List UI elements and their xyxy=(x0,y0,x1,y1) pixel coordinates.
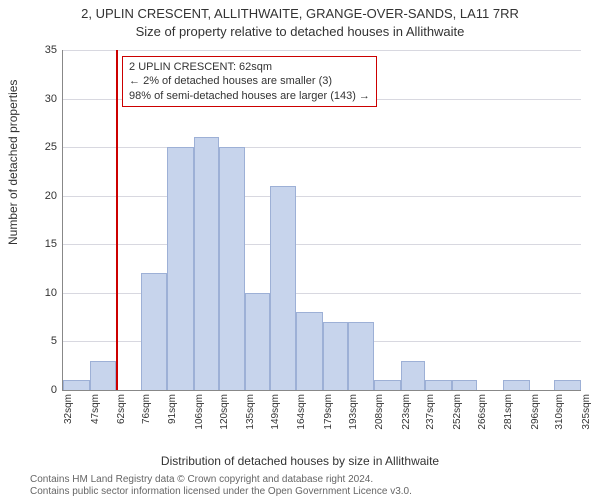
chart-title-line1: 2, UPLIN CRESCENT, ALLITHWAITE, GRANGE-O… xyxy=(0,6,600,21)
histogram-bar xyxy=(194,137,219,390)
annotation-line: ← 2% of detached houses are smaller (3) xyxy=(129,74,370,88)
x-tick-label: 164sqm xyxy=(296,394,307,430)
property-marker-line xyxy=(116,50,118,390)
x-tick-label: 252sqm xyxy=(452,394,463,430)
annotation-line: 2 UPLIN CRESCENT: 62sqm xyxy=(129,60,370,74)
histogram-bar xyxy=(503,380,530,390)
x-axis-label: Distribution of detached houses by size … xyxy=(0,454,600,468)
chart-footer: Contains HM Land Registry data © Crown c… xyxy=(30,474,412,498)
x-tick-label: 179sqm xyxy=(323,394,334,430)
gridline xyxy=(63,147,581,148)
x-tick-label: 91sqm xyxy=(167,394,178,424)
histogram-bar xyxy=(270,186,297,390)
x-tick-label: 106sqm xyxy=(194,394,205,430)
histogram-bar xyxy=(425,380,452,390)
gridline xyxy=(63,50,581,51)
y-tick-label: 15 xyxy=(45,238,57,250)
histogram-bar xyxy=(401,361,426,390)
x-tick-label: 266sqm xyxy=(477,394,488,430)
x-tick-label: 120sqm xyxy=(219,394,230,430)
histogram-bar xyxy=(141,273,168,390)
property-annotation-box: 2 UPLIN CRESCENT: 62sqm← 2% of detached … xyxy=(122,56,377,107)
histogram-bar xyxy=(90,361,117,390)
histogram-bar xyxy=(452,380,477,390)
y-axis-label: Number of detached properties xyxy=(6,80,20,245)
x-tick-label: 237sqm xyxy=(425,394,436,430)
histogram-bar xyxy=(245,293,270,390)
gridline xyxy=(63,244,581,245)
histogram-bar xyxy=(296,312,323,390)
footer-line2: Contains public sector information licen… xyxy=(30,486,412,498)
histogram-bar xyxy=(219,147,246,390)
x-tick-label: 296sqm xyxy=(530,394,541,430)
histogram-bar xyxy=(323,322,348,390)
histogram-bar xyxy=(554,380,581,390)
x-tick-label: 223sqm xyxy=(401,394,412,430)
x-tick-label: 149sqm xyxy=(270,394,281,430)
x-tick-label: 193sqm xyxy=(348,394,359,430)
histogram-bar xyxy=(63,380,90,390)
y-tick-label: 0 xyxy=(51,384,57,396)
y-tick-label: 35 xyxy=(45,44,57,56)
y-tick-label: 10 xyxy=(45,287,57,299)
annotation-line: 98% of semi-detached houses are larger (… xyxy=(129,89,370,103)
y-tick-label: 20 xyxy=(45,190,57,202)
y-tick-label: 5 xyxy=(51,335,57,347)
histogram-bar xyxy=(348,322,375,390)
x-tick-label: 62sqm xyxy=(116,394,127,424)
histogram-bar xyxy=(374,380,401,390)
gridline xyxy=(63,196,581,197)
x-tick-label: 47sqm xyxy=(90,394,101,424)
histogram-bar xyxy=(167,147,194,390)
x-tick-label: 325sqm xyxy=(581,394,592,430)
y-tick-label: 25 xyxy=(45,141,57,153)
x-tick-label: 281sqm xyxy=(503,394,514,430)
footer-line1: Contains HM Land Registry data © Crown c… xyxy=(30,474,412,486)
x-tick-label: 76sqm xyxy=(141,394,152,424)
x-tick-label: 208sqm xyxy=(374,394,385,430)
y-tick-label: 30 xyxy=(45,93,57,105)
plot-inner: 0510152025303532sqm47sqm62sqm76sqm91sqm1… xyxy=(62,50,581,391)
x-tick-label: 310sqm xyxy=(554,394,565,430)
chart-title-line2: Size of property relative to detached ho… xyxy=(0,24,600,39)
chart-plot-area: 0510152025303532sqm47sqm62sqm76sqm91sqm1… xyxy=(62,50,580,390)
x-tick-label: 32sqm xyxy=(63,394,74,424)
x-tick-label: 135sqm xyxy=(245,394,256,430)
